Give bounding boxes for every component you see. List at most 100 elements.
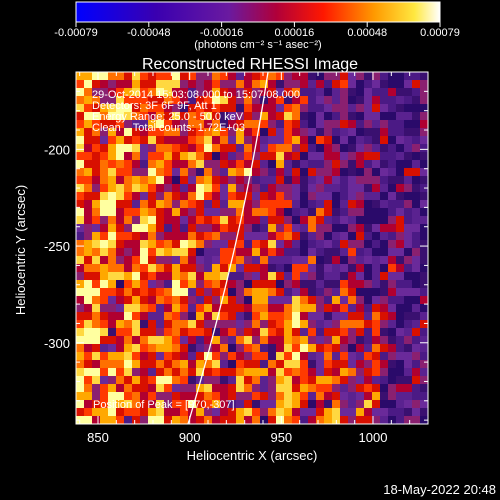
heatmap-cell [156,136,165,145]
heatmap-cell [388,104,397,113]
heatmap-cell [396,256,405,265]
heatmap-cell [396,360,405,369]
heatmap-cell [180,152,189,161]
heatmap-cell [132,184,141,193]
heatmap-cell [364,368,373,377]
heatmap-cell [284,272,293,281]
heatmap-cell [92,336,101,345]
heatmap-cell [332,296,341,305]
heatmap-cell [100,152,109,161]
heatmap-cell [100,328,109,337]
heatmap-cell [228,288,237,297]
heatmap-cell [228,112,237,121]
heatmap-cell [420,152,428,161]
heatmap-cell [228,336,237,345]
heatmap-cell [308,312,317,321]
heatmap-cell [76,152,85,161]
heatmap-cell [76,296,85,305]
heatmap-cell [308,152,317,161]
heatmap-cell [316,232,325,241]
heatmap-cell [252,88,261,97]
heatmap-cell [244,368,253,377]
heatmap-cell [324,280,333,289]
heatmap-cell [84,184,93,193]
heatmap-cell [164,120,173,129]
heatmap-cell [396,296,405,305]
heatmap-cell [284,152,293,161]
heatmap-cell [76,256,85,265]
heatmap-cell [148,168,157,177]
heatmap-cell [284,400,293,409]
heatmap-cell [268,216,277,225]
heatmap-cell [172,88,181,97]
heatmap-cell [268,408,277,417]
heatmap-cell [372,224,381,233]
heatmap-cell [148,328,157,337]
heatmap-cell [308,256,317,265]
heatmap-cell [404,416,413,424]
heatmap-cell [172,304,181,313]
heatmap-cell [268,144,277,153]
heatmap-cell [412,336,421,345]
heatmap-cell [412,200,421,209]
heatmap-cell [332,136,341,145]
heatmap-cell [116,272,125,281]
heatmap-cell [140,88,149,97]
heatmap-cell [396,400,405,409]
heatmap-cell [380,208,389,217]
heatmap-cell [268,280,277,289]
heatmap-cell [412,320,421,329]
heatmap-cell [172,400,181,409]
heatmap-cell [276,184,285,193]
heatmap-cell [412,208,421,217]
heatmap-cell [412,184,421,193]
heatmap-cell [284,184,293,193]
heatmap-cell [76,96,85,105]
heatmap-cell [220,96,229,105]
heatmap-cell [340,112,349,121]
heatmap-cell [340,344,349,353]
heatmap-cell [236,280,245,289]
heatmap-cell [404,176,413,185]
heatmap-cell [124,240,133,249]
heatmap-cell [132,80,141,89]
heatmap-cell [372,312,381,321]
heatmap-cell [300,416,309,424]
heatmap-cell [204,136,213,145]
heatmap-cell [412,392,421,401]
heatmap-cell [420,112,428,121]
heatmap-cell [228,344,237,353]
heatmap-cell [388,152,397,161]
heatmap-cell [84,392,93,401]
heatmap-cell [292,256,301,265]
heatmap-cell [340,392,349,401]
heatmap-cell [188,392,197,401]
heatmap-cell [100,104,109,113]
heatmap-cell [132,296,141,305]
heatmap-cell [268,296,277,305]
plot-title: Reconstructed RHESSI Image [142,56,358,73]
heatmap-cell [92,192,101,201]
heatmap-cell [300,352,309,361]
heatmap-cell [364,264,373,273]
heatmap-cell [204,368,213,377]
heatmap-cell [220,176,229,185]
heatmap-cell [140,120,149,129]
heatmap-cell [404,144,413,153]
heatmap-cell [372,352,381,361]
heatmap-cell [140,216,149,225]
heatmap-cell [420,200,428,209]
heatmap-cell [212,384,221,393]
heatmap-cell [260,296,269,305]
heatmap-cell [348,352,357,361]
heatmap-cell [204,200,213,209]
heatmap-cell [364,400,373,409]
heatmap-cell [348,256,357,265]
heatmap-cell [188,184,197,193]
heatmap-cell [276,336,285,345]
heatmap-cell [124,368,133,377]
heatmap-cell [364,128,373,137]
heatmap-cell [252,240,261,249]
heatmap-cell [276,232,285,241]
heatmap-cell [420,288,428,297]
